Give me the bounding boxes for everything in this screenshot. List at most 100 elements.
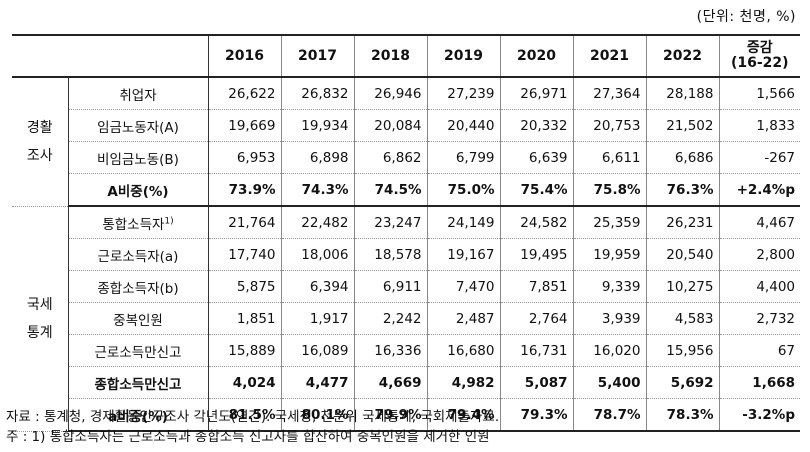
value-cell: 19,669 (207, 109, 281, 142)
value-cell: 28,188 (645, 77, 719, 110)
header-year: 2021 (572, 34, 646, 78)
row-label: 종합소득만신고 (68, 366, 209, 399)
table-row: 경활 조사 취업자 26,622 26,832 26,946 27,239 26,971 27,… (12, 77, 800, 207)
value-cell: 5,875 (207, 270, 281, 303)
unit-note: (단위: 천명, %) (696, 9, 796, 25)
value-cell: 19,959 (572, 238, 646, 271)
row-label-text: 중복인원 (113, 312, 163, 329)
value-cell: 19,934 (280, 109, 354, 142)
table-row: A비중(%) 73.9% 74.3% 74.5% 75.0% 75.4% 75.8% 76.3… (12, 173, 800, 207)
row-label: 취업자 (68, 77, 209, 110)
header-change-period: (16-22) (730, 55, 789, 71)
value-cell: 5,692 (645, 366, 719, 399)
table-row: a비중(%) 81.5% 80.1% 79.9% 79.4% 79.3% 78.7% 78.3… (12, 398, 800, 432)
value-cell: 16,336 (353, 334, 427, 367)
change-cell: 1,566 (718, 77, 800, 110)
change-cell: +2.4%p (718, 173, 800, 207)
value-cell: 4,024 (207, 366, 281, 399)
value-cell: 26,231 (645, 206, 719, 239)
value-cell: 74.3% (280, 173, 354, 207)
value-cell: 79.9% (353, 398, 427, 432)
section-label-line: 조사 (26, 147, 53, 164)
value-cell: 18,578 (353, 238, 427, 271)
change-cell: -3.2%p (718, 398, 800, 432)
change-cell: 67 (718, 334, 800, 367)
value-cell: 6,611 (572, 141, 646, 174)
value-cell: 19,495 (499, 238, 573, 271)
value-cell: 20,753 (572, 109, 646, 142)
source-note: 자료 : 통계청, 경제활동인구조사 각년도(연간). 국세청, 천분위 국세통… (6, 409, 500, 425)
value-cell: 21,502 (645, 109, 719, 142)
value-cell: 2,487 (426, 302, 500, 335)
value-cell: 6,911 (353, 270, 427, 303)
value-cell: 20,332 (499, 109, 573, 142)
value-cell: 3,939 (572, 302, 646, 335)
value-cell: 2,764 (499, 302, 573, 335)
row-label: a비중(%) (68, 398, 209, 432)
value-cell: 78.7% (572, 398, 646, 432)
table-row: 근로소득자(a) 17,740 18,006 18,578 19,167 19,495 19… (12, 238, 800, 271)
value-cell: 76.3% (645, 173, 719, 207)
value-cell: 26,622 (207, 77, 281, 110)
row-label-text: 취업자 (119, 87, 157, 104)
header-year: 2016 (207, 34, 281, 78)
table-body: 경활 조사 취업자 26,622 26,832 26,946 27,239 26,971 27,… (12, 77, 800, 432)
row-label: 비임금노동(B) (68, 141, 209, 174)
row-label-text: 통합소득자 (102, 216, 165, 233)
row-label-text: 종합소득자(b) (97, 280, 179, 297)
value-cell: 18,006 (280, 238, 354, 271)
value-cell: 20,084 (353, 109, 427, 142)
value-cell: 7,851 (499, 270, 573, 303)
row-label: A비중(%) (68, 173, 209, 207)
row-label: 중복인원 (68, 302, 209, 335)
value-cell: 74.5% (353, 173, 427, 207)
notes: 자료 : 통계청, 경제활동인구조사 각년도(연간). 국세청, 천분위 국세통… (6, 407, 499, 447)
change-cell: 4,467 (718, 206, 800, 239)
value-cell: 15,889 (207, 334, 281, 367)
header-year: 2017 (280, 34, 354, 78)
value-cell: 27,239 (426, 77, 500, 110)
value-cell: 16,680 (426, 334, 500, 367)
change-cell: -267 (718, 141, 800, 174)
header-year: 2020 (499, 34, 573, 78)
row-label-text: 근로소득자(a) (97, 248, 179, 265)
value-cell: 15,956 (645, 334, 719, 367)
row-label: 종합소득자(b) (68, 270, 209, 303)
value-cell: 80.1% (280, 398, 354, 432)
value-cell: 1,851 (207, 302, 281, 335)
value-cell: 79.3% (499, 398, 573, 432)
table-row: 임금노동자(A) 19,669 19,934 20,084 20,440 20,332 20… (12, 109, 800, 142)
row-label: 근로소득자(a) (68, 238, 209, 271)
change-cell: 4,400 (718, 270, 800, 303)
row-label-text: a비중(%) (108, 408, 168, 425)
value-cell: 75.0% (426, 173, 500, 207)
header-blank-cell (12, 34, 209, 78)
value-cell: 26,971 (499, 77, 573, 110)
section-label-line: 경활 (26, 119, 53, 136)
value-cell: 16,020 (572, 334, 646, 367)
value-cell: 16,731 (499, 334, 573, 367)
value-cell: 27,364 (572, 77, 646, 110)
header-row: 2016 2017 2018 2019 2020 2021 2022 증감 (1… (12, 34, 800, 78)
value-cell: 17,740 (207, 238, 281, 271)
value-cell: 4,669 (353, 366, 427, 399)
value-cell: 16,089 (280, 334, 354, 367)
header-change-label: 증감 (746, 40, 773, 56)
value-cell: 79.4% (426, 398, 500, 432)
value-cell: 78.3% (645, 398, 719, 432)
value-cell: 73.9% (207, 173, 281, 207)
change-cell: 2,800 (718, 238, 800, 271)
value-cell: 4,583 (645, 302, 719, 335)
value-cell: 6,898 (280, 141, 354, 174)
value-cell: 23,247 (353, 206, 427, 239)
value-cell: 1,917 (280, 302, 354, 335)
value-cell: 19,167 (426, 238, 500, 271)
table-row: 근로소득만신고 15,889 16,089 16,336 16,680 16,731 16,… (12, 334, 800, 367)
change-cell: 1,833 (718, 109, 800, 142)
header-change: 증감 (16-22) (718, 34, 800, 78)
value-cell: 4,477 (280, 366, 354, 399)
value-cell: 20,440 (426, 109, 500, 142)
value-cell: 10,275 (645, 270, 719, 303)
value-cell: 6,953 (207, 141, 281, 174)
